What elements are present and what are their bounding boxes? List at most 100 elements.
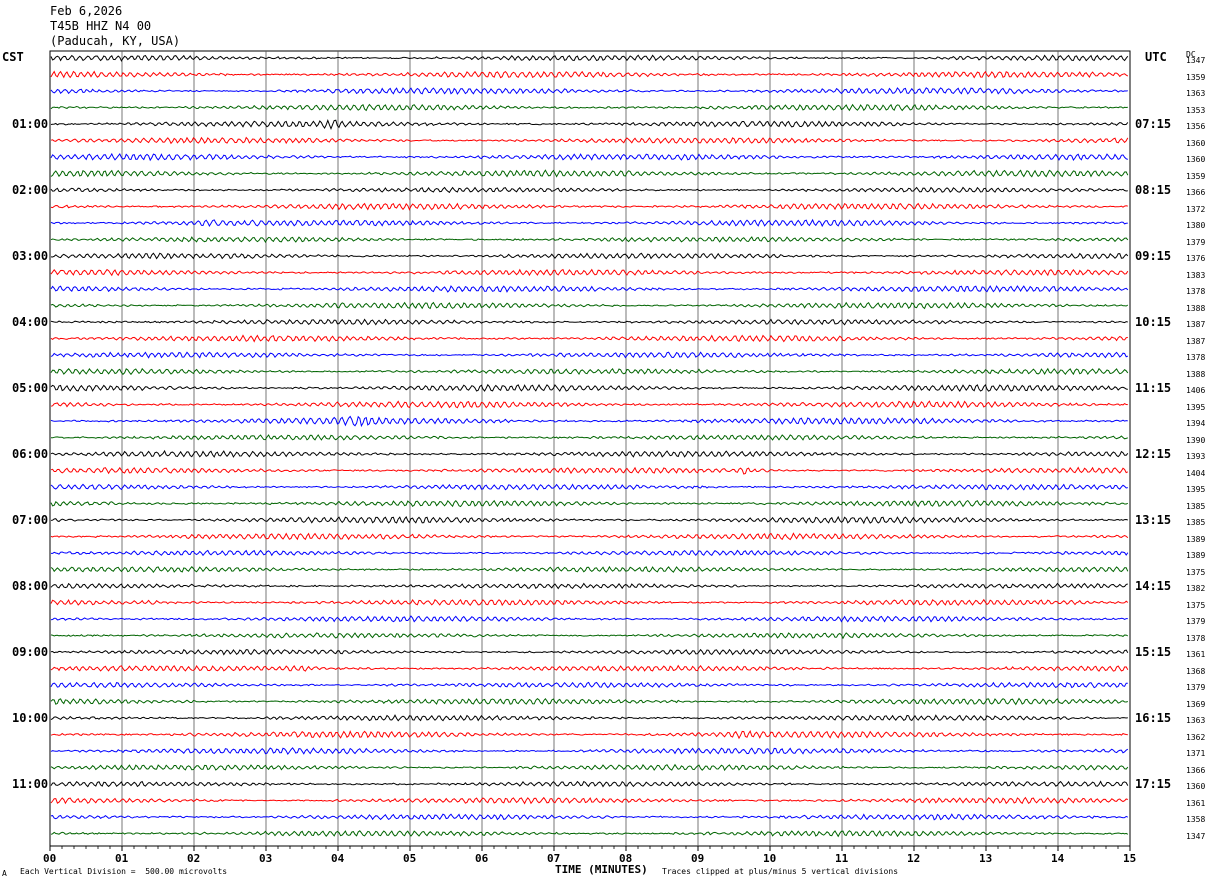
dc-offset-label: 1404	[1186, 468, 1206, 478]
x-tick-label: 14	[1051, 852, 1065, 865]
trace-line	[50, 54, 1129, 62]
trace-line	[50, 830, 1129, 838]
right-hour-label: 16:15	[1135, 711, 1172, 725]
dc-offset-label: 1347	[1186, 831, 1206, 841]
trace-line	[50, 351, 1128, 359]
dc-offset-label: 1393	[1186, 452, 1206, 461]
dc-offset-label: 1372	[1186, 204, 1206, 214]
trace-line	[50, 714, 1128, 722]
header-station: T45B HHZ N4 00	[50, 19, 152, 33]
dc-offset-label: 1389	[1186, 534, 1206, 544]
trace-line	[50, 169, 1129, 178]
dc-offset-label: 1376	[1186, 254, 1206, 263]
dc-offset-label: 1378	[1186, 633, 1206, 643]
x-tick-label: 05	[403, 852, 417, 865]
dc-offset-label: 1395	[1186, 402, 1206, 412]
left-hour-label: 09:00	[12, 645, 49, 659]
dc-offset-label: 1394	[1186, 419, 1206, 428]
trace-line	[50, 813, 1129, 821]
scale-note: Each Vertical Division = 500.00 microvol…	[20, 867, 228, 876]
trace-line	[50, 598, 1129, 607]
trace-line	[50, 780, 1129, 788]
trace-line	[50, 632, 1129, 640]
dc-offset-label: 1360	[1186, 138, 1206, 148]
dc-offset-label: 1388	[1186, 303, 1206, 313]
trace-line	[50, 532, 1129, 541]
dc-offset-label: 1347	[1186, 56, 1206, 65]
dc-offset-label: 1368	[1186, 666, 1206, 676]
trace-line	[50, 252, 1129, 260]
dc-offset-label: 1360	[1186, 155, 1206, 164]
x-tick-label: 10	[763, 852, 777, 865]
left-hour-label: 01:00	[12, 117, 49, 131]
dc-offset-label: 1359	[1186, 171, 1206, 181]
dc-offset-label: 1395	[1186, 485, 1206, 494]
trace-line	[50, 449, 1129, 458]
left-hour-label: 06:00	[12, 447, 49, 461]
dc-offset-label: 1369	[1186, 699, 1206, 709]
left-hour-label: 10:00	[12, 711, 49, 725]
trace-line	[50, 202, 1128, 211]
right-hour-label: 11:15	[1135, 381, 1172, 395]
dc-offset-label: 1382	[1186, 584, 1206, 593]
right-hour-label: 07:15	[1135, 117, 1172, 131]
dc-offset-label: 1371	[1186, 749, 1206, 758]
trace-line	[50, 729, 1128, 740]
trace-line	[50, 499, 1129, 508]
trace-line	[50, 136, 1129, 145]
dc-offset-label: 1360	[1186, 782, 1206, 791]
x-tick-label: 11	[835, 852, 849, 865]
footer-left-mark: A	[2, 869, 7, 878]
dc-offset-label: 1380	[1186, 221, 1206, 230]
x-tick-label: 15	[1123, 852, 1137, 865]
right-hour-label: 09:15	[1135, 249, 1172, 263]
left-timezone: CST	[2, 50, 24, 64]
dc-offset-label: 1388	[1186, 369, 1206, 379]
x-tick-label: 01	[115, 852, 129, 865]
dc-offset-label: 1361	[1186, 798, 1206, 808]
trace-line	[50, 301, 1129, 310]
dc-offset-label: 1385	[1186, 501, 1206, 511]
dc-offset-label: 1353	[1186, 105, 1206, 115]
left-hour-label: 02:00	[12, 183, 49, 197]
dc-offset-label: 1406	[1186, 386, 1206, 395]
x-tick-label: 04	[331, 852, 345, 865]
dc-offset-label: 1389	[1186, 551, 1206, 560]
right-timezone: UTC	[1145, 50, 1167, 64]
dc-offset-label: 1366	[1186, 765, 1206, 775]
dc-offset-label: 1387	[1186, 336, 1206, 346]
left-hour-label: 11:00	[12, 777, 49, 791]
right-hour-label: 10:15	[1135, 315, 1172, 329]
dc-offset-label: 1375	[1186, 567, 1206, 577]
left-hour-label: 05:00	[12, 381, 49, 395]
trace-line	[50, 268, 1129, 277]
trace-line	[50, 648, 1129, 656]
clip-note: Traces clipped at plus/minus 5 vertical …	[662, 867, 899, 876]
plot-frame	[49, 50, 1131, 847]
dc-offset-label: 1379	[1186, 617, 1206, 626]
dc-offset-label: 1379	[1186, 237, 1206, 247]
dc-offset-label: 1385	[1186, 518, 1206, 527]
trace-line	[50, 483, 1128, 491]
trace-line	[50, 615, 1128, 623]
x-tick-label: 00	[43, 852, 57, 865]
trace-line	[50, 186, 1128, 194]
x-tick-label: 07	[547, 852, 561, 865]
right-hour-label: 17:15	[1135, 777, 1172, 791]
trace-line	[50, 796, 1128, 805]
x-tick-label: 09	[691, 852, 705, 865]
dc-offset-label: 1387	[1186, 320, 1206, 329]
trace-line	[51, 434, 1128, 441]
trace-line	[50, 218, 1128, 228]
x-tick-label: 12	[907, 852, 921, 865]
trace-line	[50, 367, 1129, 376]
trace-line	[50, 118, 1129, 131]
x-axis-title: TIME (MINUTES)	[555, 863, 648, 876]
x-tick-label: 02	[187, 852, 201, 865]
x-tick-label: 03	[259, 852, 273, 865]
dc-offset-label: 1375	[1186, 600, 1206, 610]
dc-offset-label: 1383	[1186, 270, 1206, 280]
x-tick-label: 13	[979, 852, 993, 865]
right-hour-label: 13:15	[1135, 513, 1172, 527]
